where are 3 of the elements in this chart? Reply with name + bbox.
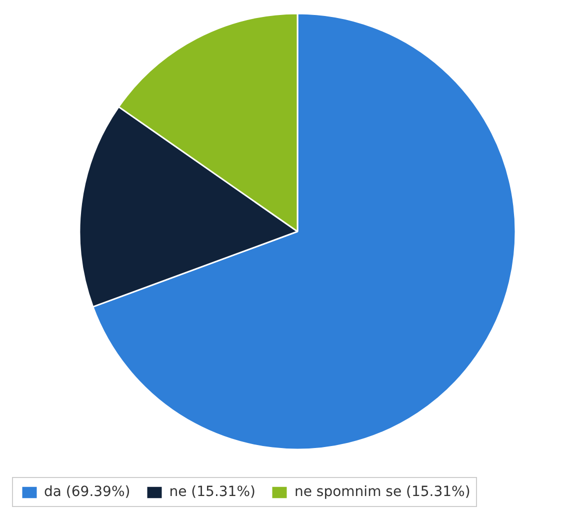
legend-label: ne spomnim se (15.31%) (294, 484, 470, 500)
legend-label: da (69.39%) (44, 484, 130, 500)
legend-label: ne (15.31%) (169, 484, 256, 500)
